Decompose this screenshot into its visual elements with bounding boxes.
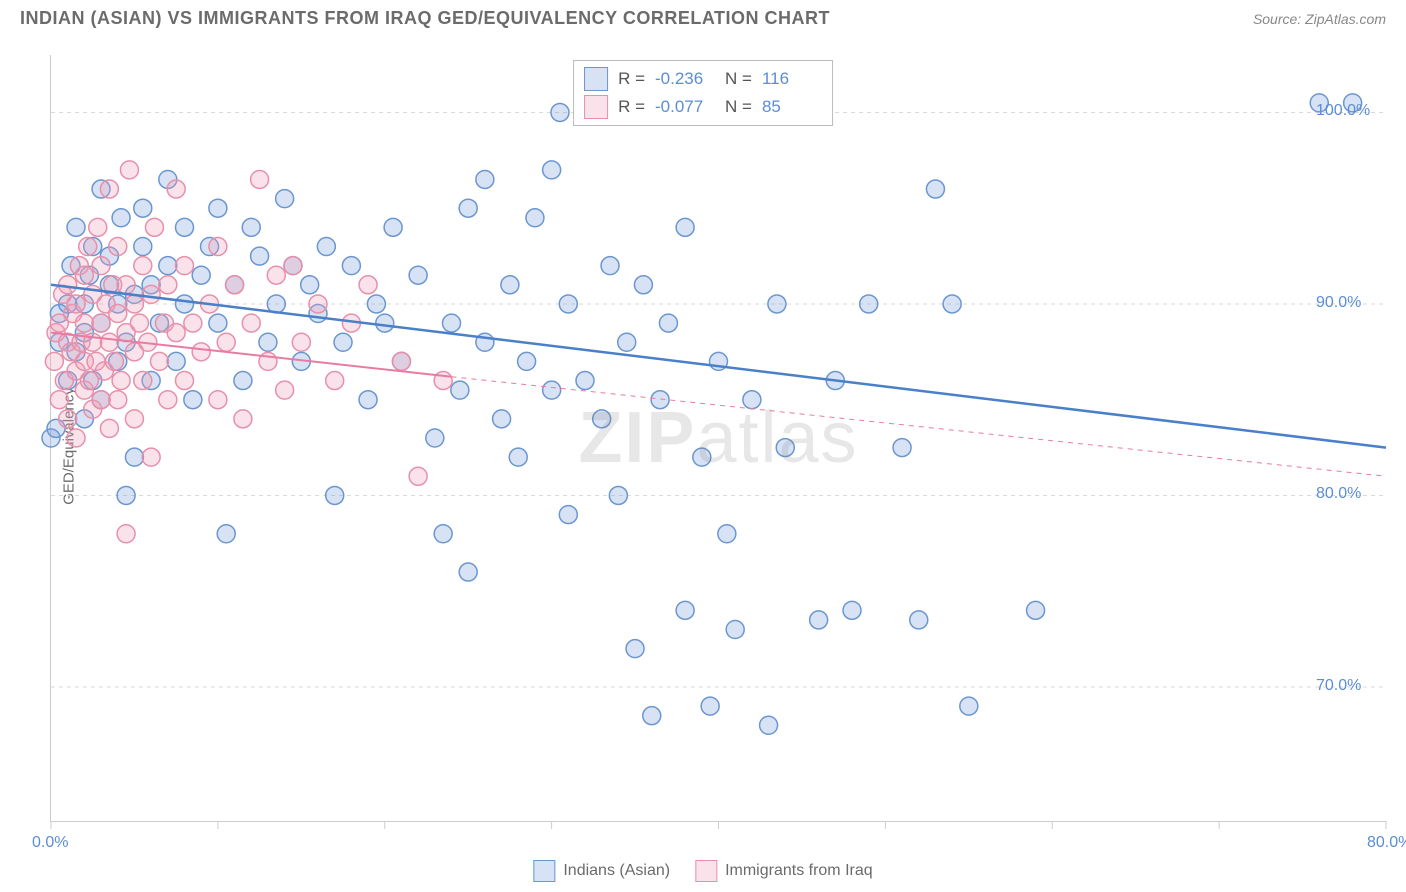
r-value-0: -0.236	[655, 69, 715, 89]
x-tick-label: 0.0%	[32, 834, 68, 852]
legend-swatch-0b	[533, 860, 555, 882]
n-value-0: 116	[762, 69, 822, 89]
series-legend: Indians (Asian) Immigrants from Iraq	[533, 860, 872, 882]
y-tick-label: 100.0%	[1316, 102, 1370, 120]
chart-header: INDIAN (ASIAN) VS IMMIGRANTS FROM IRAQ G…	[0, 0, 1406, 37]
correlation-legend: R = -0.236 N = 116 R = -0.077 N = 85	[573, 60, 833, 126]
legend-item-1: Immigrants from Iraq	[695, 860, 873, 882]
y-tick-label: 90.0%	[1316, 294, 1361, 312]
legend-row-series-1: R = -0.077 N = 85	[584, 93, 822, 121]
legend-label-1: Immigrants from Iraq	[725, 862, 873, 880]
legend-swatch-0	[584, 67, 608, 91]
chart-source: Source: ZipAtlas.com	[1253, 11, 1386, 27]
legend-row-series-0: R = -0.236 N = 116	[584, 65, 822, 93]
y-tick-label: 70.0%	[1316, 677, 1361, 695]
legend-swatch-1b	[695, 860, 717, 882]
n-value-1: 85	[762, 97, 822, 117]
legend-label-0: Indians (Asian)	[563, 862, 670, 880]
plot-area: ZIPatlas	[50, 55, 1386, 822]
scatter-svg	[51, 55, 1386, 821]
legend-swatch-1	[584, 95, 608, 119]
legend-item-0: Indians (Asian)	[533, 860, 670, 882]
chart-title: INDIAN (ASIAN) VS IMMIGRANTS FROM IRAQ G…	[20, 8, 830, 29]
y-tick-label: 80.0%	[1316, 485, 1361, 503]
r-value-1: -0.077	[655, 97, 715, 117]
x-tick-label: 80.0%	[1367, 834, 1406, 852]
